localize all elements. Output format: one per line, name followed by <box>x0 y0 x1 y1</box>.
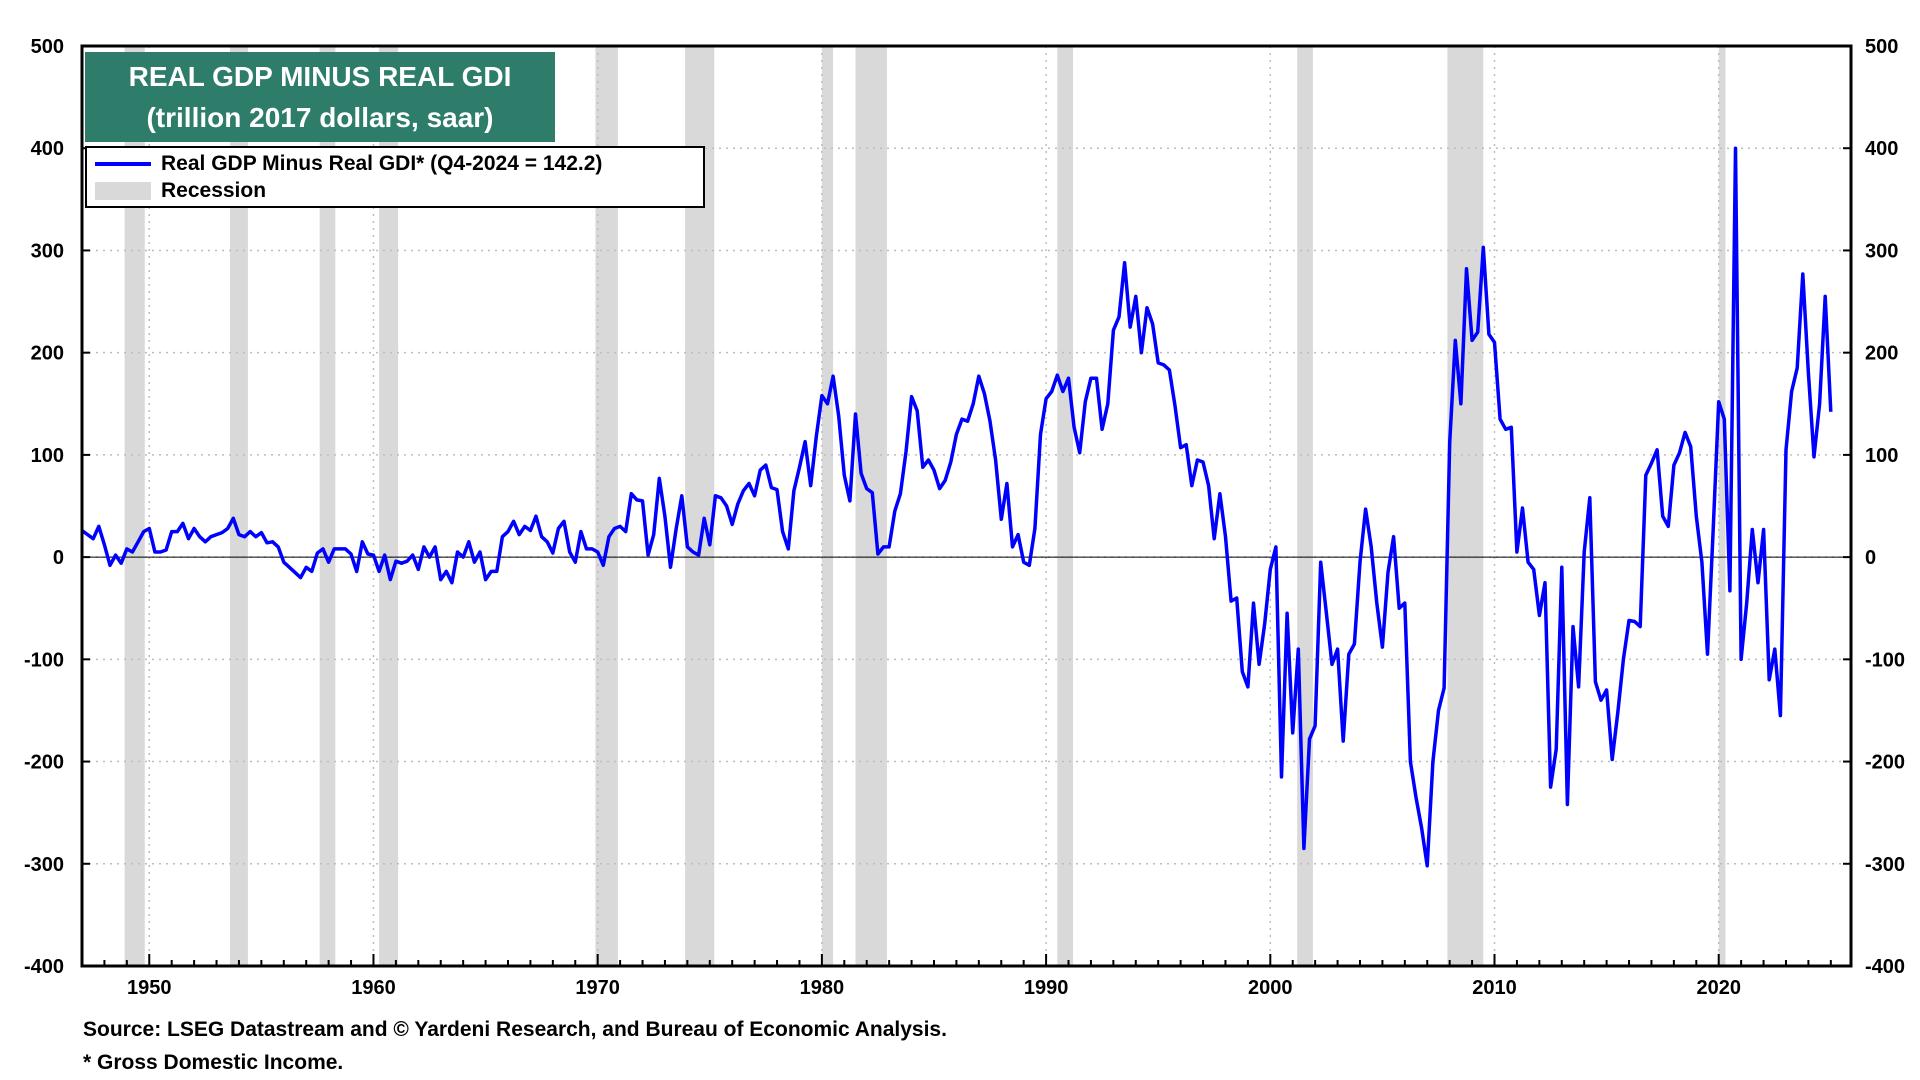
y-tick-label-right: 400 <box>1865 138 1898 160</box>
y-tick-label-right: 200 <box>1865 343 1898 365</box>
recession-band-8 <box>1057 46 1073 966</box>
x-axis: 1950 1960 1970 1980 1990 2000 2010 2020 <box>81 954 1832 999</box>
y-axis-right: 500 400 300 200 100 0 -100 -200 -300 -400 <box>1843 36 1905 978</box>
legend-label-series: Real GDP Minus Real GDI* (Q4-2024 = 142.… <box>161 152 603 175</box>
recession-band-3 <box>379 46 399 966</box>
legend: Real GDP Minus Real GDI* (Q4-2024 = 142.… <box>85 146 705 208</box>
recession-band-6 <box>821 46 834 966</box>
x-tick-label: 2020 <box>1696 977 1741 999</box>
legend-item-recession: Recession <box>95 178 266 204</box>
x-tick-label: 1960 <box>351 977 396 999</box>
x-tick-label: 2010 <box>1472 977 1517 999</box>
y-tick-label-left: 300 <box>31 240 64 262</box>
x-tick-label: 1950 <box>127 977 172 999</box>
y-tick-label-left: -200 <box>24 752 64 774</box>
legend-label-recession: Recession <box>161 179 267 202</box>
y-tick-label-right: -400 <box>1865 956 1905 978</box>
x-tick-label: 2000 <box>1248 977 1293 999</box>
y-tick-label-right: 0 <box>1865 547 1876 569</box>
recession-band-11 <box>1718 46 1726 966</box>
recession-band-4 <box>595 46 618 966</box>
y-tick-label-right: 300 <box>1865 240 1898 262</box>
chart-title-box: REAL GDP MINUS REAL GDI (trillion 2017 d… <box>85 52 555 142</box>
y-tick-label-left: 400 <box>31 138 64 160</box>
y-axis-left: 500 400 300 200 100 0 -100 -200 -300 -400 <box>24 36 90 978</box>
y-tick-label-right: 100 <box>1865 445 1898 467</box>
y-tick-label-left: 0 <box>53 547 64 569</box>
y-tick-label-right: -200 <box>1865 752 1905 774</box>
y-tick-label-left: -400 <box>24 956 64 978</box>
y-tick-label-left: 200 <box>31 343 64 365</box>
y-tick-label-right: -100 <box>1865 649 1905 671</box>
x-tick-label: 1990 <box>1024 977 1069 999</box>
y-tick-label-right: -300 <box>1865 854 1905 876</box>
series-line-0 <box>80 146 1833 868</box>
y-tick-label-left: 500 <box>31 36 64 58</box>
y-tick-label-left: -100 <box>24 649 64 671</box>
x-tick-label: 1980 <box>800 977 845 999</box>
recession-band-2 <box>319 46 336 966</box>
chart-subtitle: (trillion 2017 dollars, saar) <box>146 102 494 133</box>
legend-item-series: Real GDP Minus Real GDI* (Q4-2024 = 142.… <box>95 151 602 177</box>
legend-recession-swatch <box>95 182 151 200</box>
y-tick-label-right: 500 <box>1865 36 1898 58</box>
recession-band-1 <box>229 46 248 966</box>
chart-title: REAL GDP MINUS REAL GDI <box>128 61 512 92</box>
y-tick-label-left: 100 <box>31 445 64 467</box>
series-layer <box>80 146 1833 868</box>
legend-line-swatch <box>95 162 151 166</box>
plot-frame <box>80 44 1853 968</box>
x-tick-label: 1970 <box>575 977 620 999</box>
footnote-gdi: * Gross Domestic Income. <box>83 1051 344 1074</box>
recession-band-7 <box>855 46 887 966</box>
y-tick-label-left: -300 <box>24 854 64 876</box>
recession-band-10 <box>1447 46 1484 966</box>
recession-band-0 <box>124 46 145 966</box>
source-note: Source: LSEG Datastream and © Yardeni Re… <box>83 1018 947 1041</box>
